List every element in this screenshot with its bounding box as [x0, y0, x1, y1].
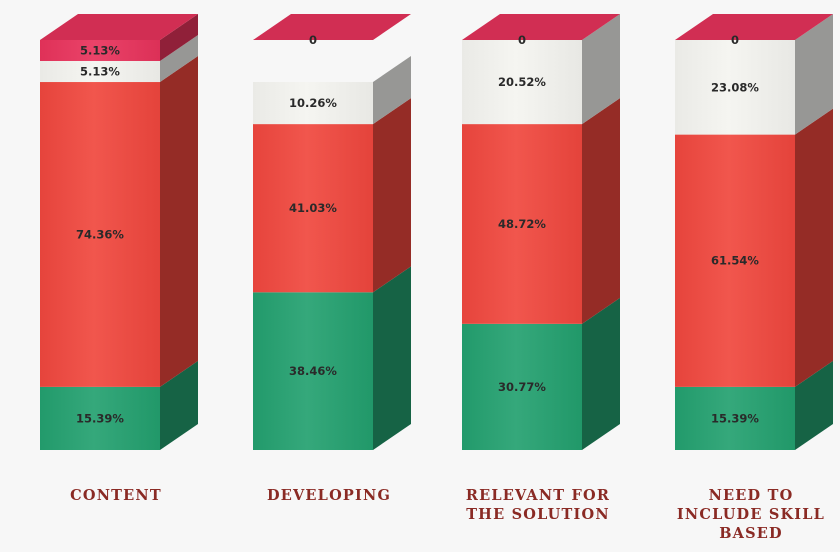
bar-segment-side [373, 98, 411, 293]
bar-segment-front [40, 386, 160, 450]
bar-segment-side [373, 266, 411, 450]
data-label: 48.72% [498, 217, 546, 231]
bar-segment-side [160, 34, 198, 83]
bar-top-face [462, 14, 620, 40]
bar-segment-side [160, 360, 198, 450]
bar-segment-front [675, 39, 795, 135]
data-label: 0 [518, 33, 526, 47]
category-label: INCLUDE SKILL [677, 506, 825, 523]
bar-stack-1: 15.39% 74.36% 5.13% 5.13% [40, 13, 198, 450]
bar-segment-side [160, 13, 198, 61]
data-label: 30.77% [498, 380, 546, 394]
bar-stack-2: 38.46% 41.03% 10.26% 0 [253, 14, 411, 450]
data-label: 5.13% [80, 43, 120, 57]
bar-top-face [675, 14, 833, 40]
data-label: 5.13% [80, 65, 120, 79]
bar-segment-side [582, 13, 620, 125]
bar-segment-front [40, 60, 160, 83]
bar-segment-front [462, 124, 582, 324]
bar-stack-4: 15.39% 61.54% 23.08% 0 [675, 13, 833, 450]
category-label: NEED TO [709, 487, 794, 504]
bar-segment-side [795, 108, 833, 387]
data-label: 20.52% [498, 75, 546, 89]
data-label: 23.08% [711, 80, 759, 94]
bar-segment-front [462, 323, 582, 450]
category-label: CONTENT [70, 487, 162, 504]
bar-segment-side [582, 297, 620, 450]
bar-segment-side [373, 56, 411, 125]
bar-segment-front [40, 82, 160, 387]
category-label: BASED [719, 525, 783, 542]
bar-segment-side [160, 56, 198, 387]
bar-segment-front [253, 124, 373, 293]
bar-segment-side [582, 98, 620, 324]
bar-segment-front [675, 386, 795, 450]
bar-stack-3: 30.77% 48.72% 20.52% 0 [462, 13, 620, 450]
bar-segment-front [253, 292, 373, 450]
bar-segment-side [795, 13, 833, 135]
category-label: DEVELOPING [267, 487, 391, 504]
category-label: THE SOLUTION [466, 506, 610, 523]
data-label: 0 [731, 33, 739, 47]
data-label: 0 [309, 33, 317, 47]
data-label: 74.36% [76, 227, 124, 241]
data-label: 10.26% [289, 96, 337, 110]
bar-segment-front [40, 39, 160, 61]
data-label: 15.39% [711, 411, 759, 425]
bar-segment-front [462, 39, 582, 125]
bar-top-face [40, 14, 198, 40]
data-label: 15.39% [76, 411, 124, 425]
bar-top-face [253, 14, 411, 40]
data-label: 61.54% [711, 254, 759, 268]
data-label: 38.46% [289, 364, 337, 378]
bar-segment-front [675, 134, 795, 387]
data-label: 41.03% [289, 201, 337, 215]
bar-segment-side [795, 360, 833, 450]
category-label: RELEVANT FOR [466, 487, 610, 504]
bar-segment-front [253, 82, 373, 125]
